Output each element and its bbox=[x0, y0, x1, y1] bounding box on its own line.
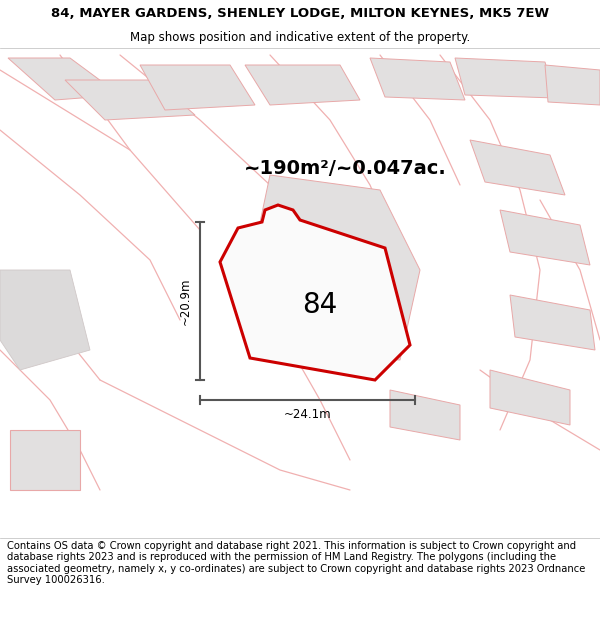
Polygon shape bbox=[220, 205, 410, 380]
Polygon shape bbox=[545, 65, 600, 105]
Text: Map shows position and indicative extent of the property.: Map shows position and indicative extent… bbox=[130, 31, 470, 44]
Polygon shape bbox=[8, 58, 120, 100]
Text: Contains OS data © Crown copyright and database right 2021. This information is : Contains OS data © Crown copyright and d… bbox=[7, 541, 586, 586]
Polygon shape bbox=[490, 370, 570, 425]
Text: ~20.9m: ~20.9m bbox=[179, 278, 191, 325]
Polygon shape bbox=[140, 65, 255, 110]
Polygon shape bbox=[65, 80, 195, 120]
Polygon shape bbox=[510, 295, 595, 350]
Polygon shape bbox=[470, 140, 565, 195]
Text: 84: 84 bbox=[302, 291, 338, 319]
Text: ~24.1m: ~24.1m bbox=[284, 408, 331, 421]
Polygon shape bbox=[390, 390, 460, 440]
Polygon shape bbox=[10, 430, 80, 490]
Text: ~190m²/~0.047ac.: ~190m²/~0.047ac. bbox=[244, 159, 446, 177]
Polygon shape bbox=[455, 58, 555, 98]
Polygon shape bbox=[370, 58, 465, 100]
Polygon shape bbox=[245, 65, 360, 105]
Polygon shape bbox=[500, 210, 590, 265]
Text: 84, MAYER GARDENS, SHENLEY LODGE, MILTON KEYNES, MK5 7EW: 84, MAYER GARDENS, SHENLEY LODGE, MILTON… bbox=[51, 7, 549, 20]
Polygon shape bbox=[0, 270, 90, 370]
Polygon shape bbox=[250, 175, 420, 360]
